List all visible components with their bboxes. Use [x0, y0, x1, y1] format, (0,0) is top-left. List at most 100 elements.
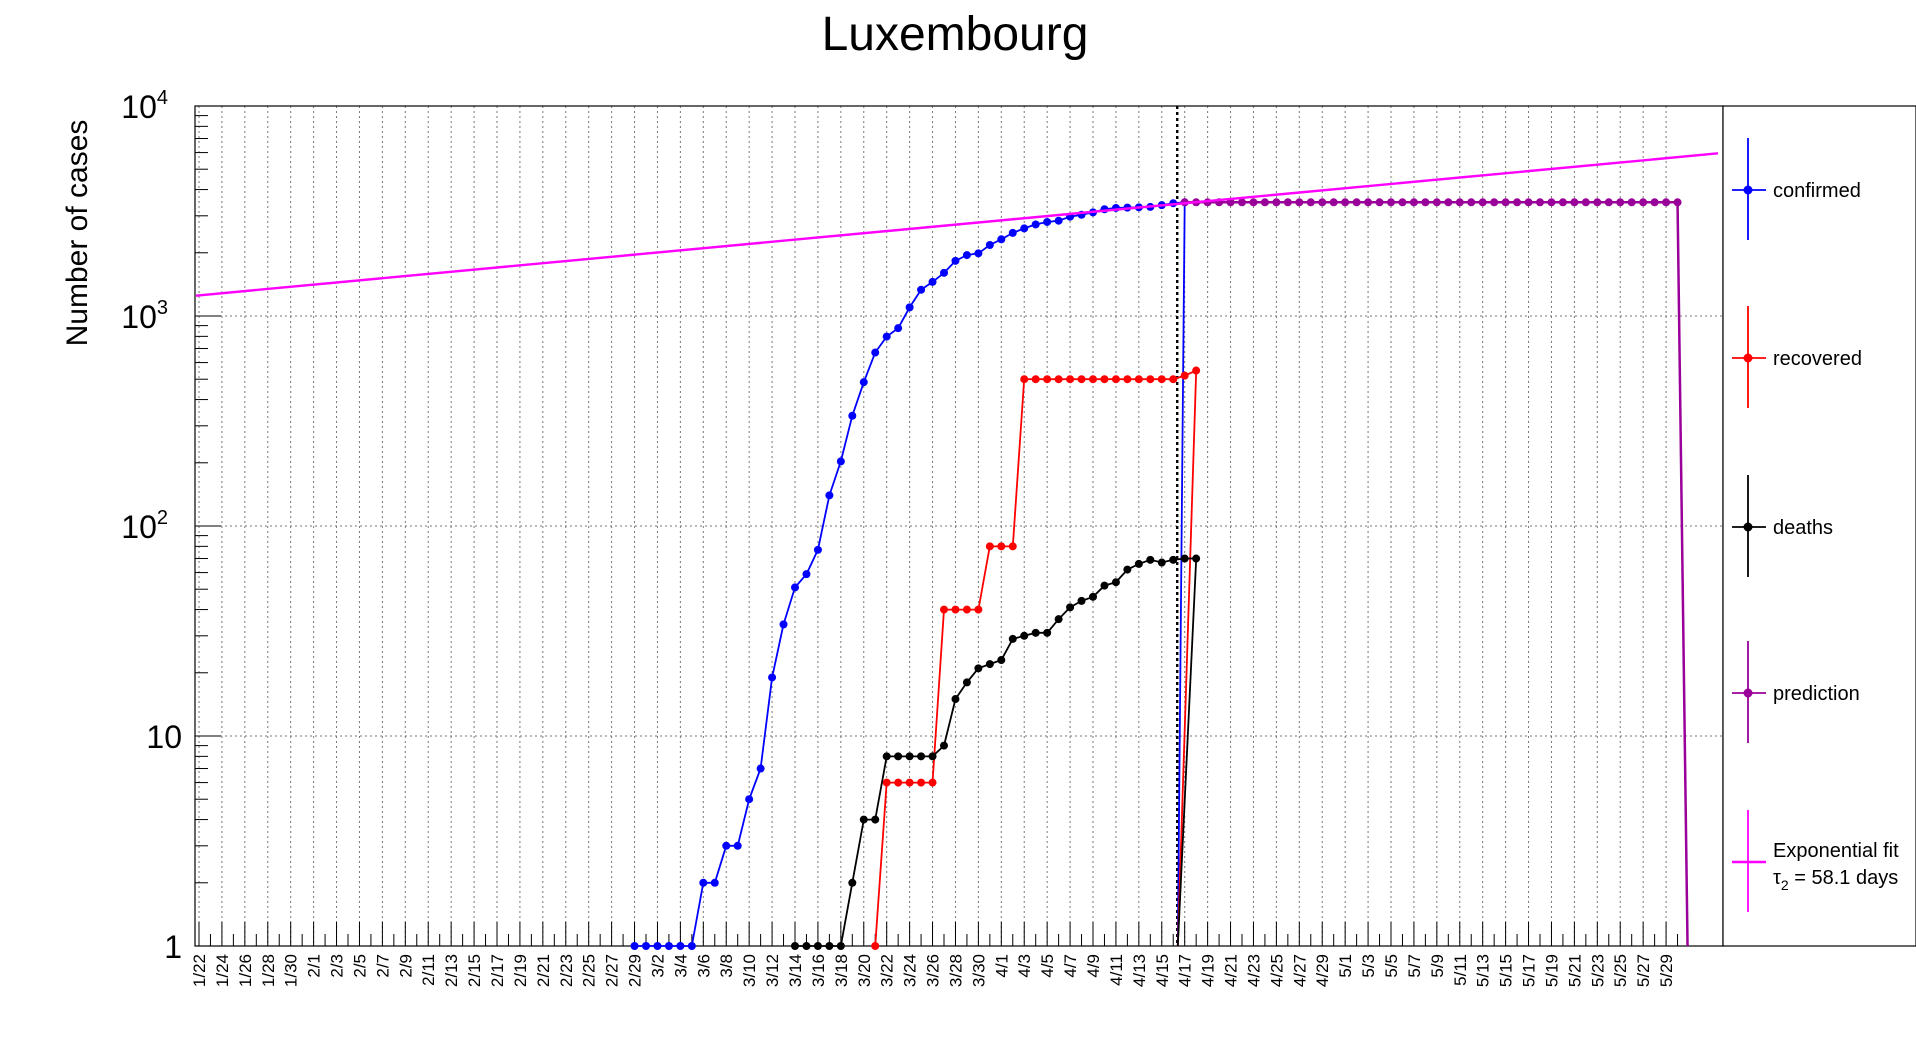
x-tick-label: 4/9	[1084, 954, 1103, 978]
x-tick-label: 4/17	[1176, 954, 1195, 987]
prediction-point	[1662, 198, 1671, 207]
x-tick-label: 3/24	[901, 954, 920, 987]
deaths-point	[894, 752, 903, 761]
recovered-point	[905, 778, 914, 787]
recovered-point	[1111, 375, 1120, 384]
x-tick-label: 5/21	[1565, 954, 1584, 987]
prediction-point	[1593, 198, 1602, 207]
recovered-point	[1054, 375, 1063, 384]
confirmed-legend-marker	[1743, 185, 1753, 195]
confirmed-point	[722, 841, 731, 850]
confirmed-point	[664, 942, 673, 950]
confirmed-point	[894, 324, 903, 333]
recovered-point	[917, 778, 926, 787]
x-tick-label: 4/13	[1130, 954, 1149, 987]
recovered-point	[974, 605, 983, 614]
prediction-point	[1260, 198, 1269, 207]
x-tick-label: 5/13	[1474, 954, 1493, 987]
y-tick-label: 103	[121, 297, 168, 335]
x-tick-label: 3/2	[648, 954, 667, 978]
x-tick-label: 1/26	[236, 954, 255, 987]
deaths-point	[1146, 555, 1155, 564]
legend-entries: confirmed recovered deaths prediction Expone…	[1732, 138, 1899, 912]
x-tick-label: 5/5	[1382, 954, 1401, 978]
prediction-point	[1639, 198, 1648, 207]
x-tick-label: 3/6	[694, 954, 713, 978]
confirmed-point	[871, 348, 880, 357]
prediction-point	[1409, 198, 1418, 207]
x-tick-label: 2/17	[488, 954, 507, 987]
y-tick-label: 102	[121, 507, 168, 545]
prediction-point	[1318, 198, 1327, 207]
prediction-point	[1547, 198, 1556, 207]
x-tick-label: 2/13	[442, 954, 461, 987]
x-tick-label: 5/11	[1451, 954, 1470, 986]
x-tick-label: 5/29	[1657, 954, 1676, 987]
confirmed-point	[848, 411, 857, 420]
deaths-point	[1169, 555, 1178, 564]
recovered-point	[1008, 542, 1017, 551]
recovered-point	[1180, 371, 1189, 380]
confirmed-point	[745, 795, 754, 804]
prediction-point	[1352, 198, 1361, 207]
x-tick-label: 2/9	[396, 954, 415, 978]
deaths-point	[1008, 634, 1017, 643]
prediction-point	[1490, 198, 1499, 207]
prediction-line	[1184, 201, 1689, 947]
x-tick-label: 2/19	[511, 954, 530, 987]
prediction-point	[1432, 198, 1441, 207]
prediction-point	[1421, 198, 1430, 207]
deaths-point	[1123, 565, 1132, 574]
x-tick-label: 2/15	[465, 954, 484, 987]
recovered-point	[1157, 375, 1166, 384]
prediction-point	[1364, 198, 1373, 207]
confirmed-point	[653, 942, 662, 950]
x-tick-label: 3/4	[671, 954, 690, 978]
prediction-point	[1558, 198, 1567, 207]
y-tick-labels: 1 10 102 103 104	[121, 87, 182, 965]
prediction-point	[1524, 198, 1533, 207]
deaths-point	[905, 752, 914, 761]
y-tick-label: 104	[121, 87, 168, 125]
confirmed-point	[1020, 224, 1029, 233]
x-tick-label: 3/12	[763, 954, 782, 987]
legend-label-confirmed: confirmed	[1773, 180, 1861, 202]
confirmed-point	[1043, 217, 1052, 226]
recovered-point	[1146, 375, 1155, 384]
deaths-point	[1192, 554, 1201, 563]
recovered-line	[874, 369, 1198, 947]
deaths-point	[985, 660, 994, 669]
prediction-point	[1673, 198, 1682, 207]
x-tick-label: 2/21	[534, 954, 553, 987]
confirmed-point	[974, 249, 983, 258]
legend-label-prediction: prediction	[1773, 683, 1860, 705]
deaths-point	[917, 752, 926, 761]
confirmed-point	[997, 235, 1006, 244]
x-tick-label: 2/23	[557, 954, 576, 987]
x-tick-label: 4/1	[992, 954, 1011, 978]
x-tick-label: 2/3	[328, 954, 347, 978]
recovered-point	[1123, 375, 1132, 384]
prediction-point	[1398, 198, 1407, 207]
prediction-point	[1627, 198, 1636, 207]
deaths-line	[795, 557, 1198, 947]
legend	[1722, 105, 1916, 947]
legend-label-deaths: deaths	[1773, 517, 1833, 539]
x-tick-labels: 1/22 1/24 1/26 1/28 1/30 2/1 2/3 2/5 2/7 2/9 2/11 2…	[190, 954, 1676, 987]
legend-label-tau: τ2 = 58.1 days	[1773, 867, 1898, 893]
x-tick-label: 4/11	[1107, 954, 1126, 986]
confirmed-point	[917, 285, 926, 294]
x-tick-label: 1/30	[282, 954, 301, 987]
recovered-point	[894, 778, 903, 787]
confirmed-line	[634, 201, 1186, 947]
recovered-point	[985, 542, 994, 551]
prediction-point	[1467, 198, 1476, 207]
y-tick-label: 10	[146, 719, 182, 755]
recovered-point	[940, 605, 948, 614]
prediction-point	[1387, 198, 1395, 207]
deaths-point	[928, 752, 937, 761]
recovered-point	[882, 778, 891, 787]
confirmed-point	[985, 241, 994, 250]
prediction-point	[1581, 198, 1590, 207]
confirmed-point	[928, 277, 937, 286]
